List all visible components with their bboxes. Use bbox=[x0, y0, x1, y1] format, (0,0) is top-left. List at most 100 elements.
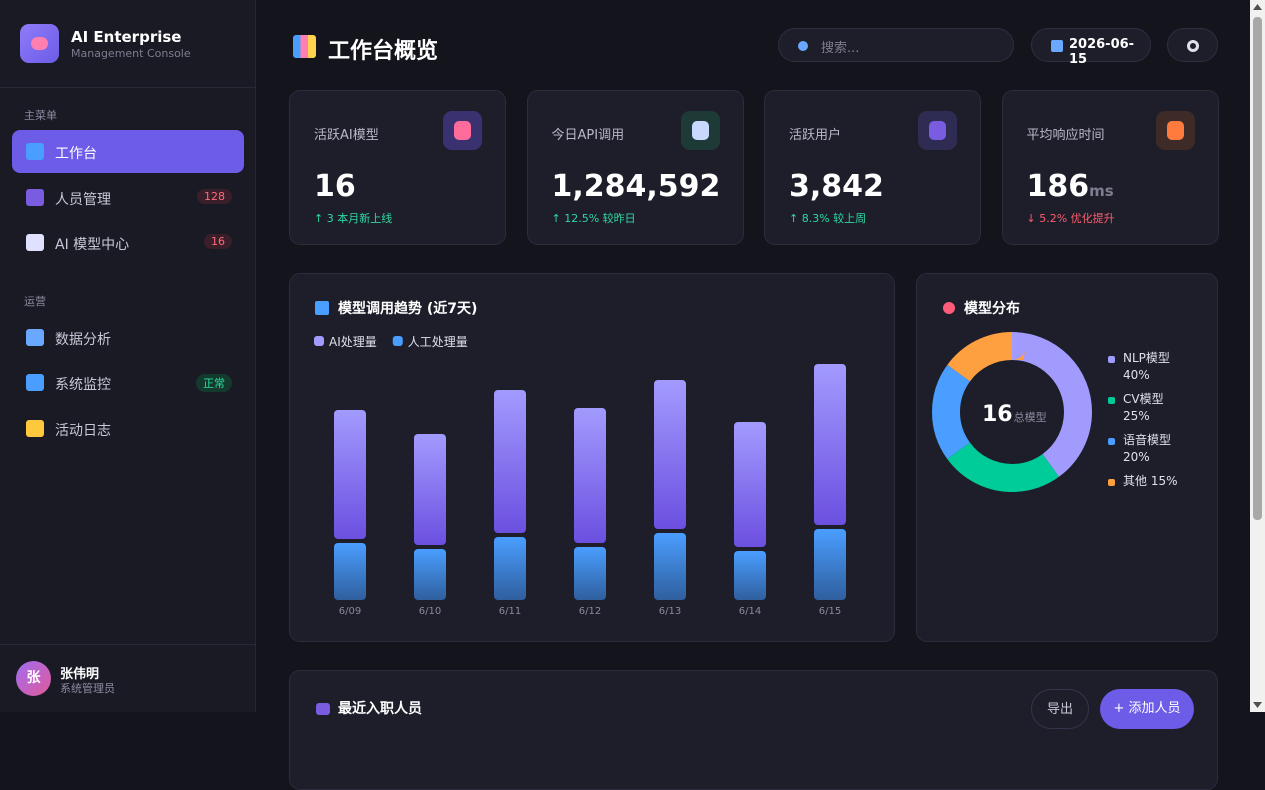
stat-glyph bbox=[929, 121, 946, 140]
bar bbox=[734, 422, 766, 547]
scroll-thumb[interactable] bbox=[1253, 17, 1262, 520]
nav-icon bbox=[26, 419, 44, 437]
donut-segment bbox=[932, 332, 1092, 492]
legend-label: 其他 bbox=[1123, 474, 1148, 488]
stat-label: 平均响应时间 bbox=[1026, 128, 1105, 143]
charts: 模型调用趋势 (近7天) 模型分布 AI处理量 人工处理量 6/09 6/10 6/11… bbox=[314, 300, 1092, 617]
x-tick-label: 6/11 bbox=[499, 606, 521, 617]
gear-icon bbox=[1187, 40, 1199, 52]
legend-swatch bbox=[314, 336, 324, 346]
donut-segment bbox=[932, 332, 1092, 492]
bar bbox=[574, 547, 606, 600]
stat-number: 16 bbox=[314, 169, 356, 204]
page-title: 工作台概览 bbox=[328, 39, 439, 64]
legend-swatch bbox=[1108, 397, 1115, 404]
legend-label: NLP模型 bbox=[1123, 351, 1170, 365]
legend-swatch bbox=[1108, 356, 1115, 363]
nav-item[interactable]: 人员管理 128 bbox=[12, 176, 244, 219]
stat-change: ↓ 5.2% 优化提升 bbox=[1026, 212, 1115, 225]
calendar-icon bbox=[1051, 40, 1063, 52]
stat-label: 活跃用户 bbox=[789, 128, 842, 143]
stat-icon bbox=[1155, 111, 1195, 150]
stat-value: 16 bbox=[314, 169, 356, 204]
nav-item[interactable]: 系统监控 正常 bbox=[12, 361, 244, 404]
nav-badge: 128 bbox=[197, 188, 232, 204]
bar bbox=[814, 529, 846, 600]
bar bbox=[414, 549, 446, 600]
stat-unit: ms bbox=[1089, 182, 1114, 200]
title-icon bbox=[293, 35, 316, 58]
legend-value: 15% bbox=[1150, 474, 1178, 488]
nav-icon bbox=[26, 328, 44, 346]
nav-item[interactable]: 活动日志 bbox=[12, 407, 244, 450]
scrollbar[interactable] bbox=[1250, 0, 1265, 712]
nav-label: 数据分析 bbox=[55, 331, 111, 348]
nav-icon bbox=[26, 188, 44, 206]
stat-change: ↑ 3 本月新上线 bbox=[314, 212, 393, 225]
stat-number: 3,842 bbox=[789, 169, 884, 204]
legend-item: 其他 15% bbox=[1108, 473, 1186, 490]
bar bbox=[334, 543, 366, 600]
date-picker[interactable]: 2026-06-15 bbox=[1031, 28, 1151, 67]
scroll-up[interactable] bbox=[1253, 4, 1262, 10]
divider bbox=[0, 87, 256, 88]
settings-button[interactable] bbox=[1167, 28, 1218, 62]
nav-item[interactable]: 数据分析 bbox=[12, 316, 244, 359]
donut-center-label: 总模型 bbox=[1014, 410, 1047, 424]
brand-subtitle: Management Console bbox=[71, 47, 191, 60]
x-tick-label: 6/13 bbox=[659, 606, 681, 617]
chart-title: 模型调用趋势 (近7天) bbox=[338, 300, 477, 317]
nav-icon bbox=[26, 143, 44, 160]
bar bbox=[814, 364, 846, 525]
bar bbox=[494, 390, 526, 533]
stat-number: 186 bbox=[1026, 169, 1090, 204]
bar bbox=[654, 380, 686, 529]
nav-label: 人员管理 bbox=[55, 191, 111, 208]
stat-glyph bbox=[1166, 121, 1184, 140]
avatar[interactable]: 张 bbox=[16, 661, 51, 696]
bar bbox=[654, 533, 686, 600]
bar bbox=[574, 408, 606, 543]
search-box[interactable]: 搜索... bbox=[778, 28, 1014, 62]
sidebar: AI Enterprise Management Console 主菜单工作台人… bbox=[0, 0, 256, 712]
legend-swatch bbox=[392, 336, 403, 346]
nav-item[interactable]: AI 模型中心 16 bbox=[12, 221, 244, 264]
bar bbox=[414, 434, 446, 545]
legend-item: NLP模型 40% bbox=[1108, 350, 1186, 384]
legend-label: 语音模型 bbox=[1123, 433, 1172, 447]
nav-icon bbox=[26, 374, 44, 391]
stat-label: 活跃AI模型 bbox=[314, 128, 379, 143]
nav-label: 工作台 bbox=[55, 146, 97, 162]
nav-badge: 正常 bbox=[196, 374, 232, 392]
x-tick-label: 6/14 bbox=[739, 606, 761, 617]
scroll-down[interactable] bbox=[1253, 702, 1262, 708]
bar bbox=[734, 551, 766, 600]
chart-icon bbox=[943, 302, 955, 314]
nav-label: 系统监控 bbox=[55, 377, 111, 393]
stat-change: ↑ 8.3% 较上周 bbox=[789, 212, 867, 225]
legend-swatch bbox=[1108, 438, 1115, 445]
stat-icon bbox=[443, 111, 482, 150]
chart-icon bbox=[315, 301, 329, 315]
nav-item[interactable]: 工作台 bbox=[12, 130, 244, 173]
x-tick-label: 6/10 bbox=[419, 606, 441, 617]
stat-card: 活跃AI模型 16 ↑ 3 本月新上线 bbox=[289, 90, 506, 245]
section-title: 主菜单 bbox=[24, 109, 57, 122]
donut-segment bbox=[932, 332, 1092, 492]
brand-title: AI Enterprise bbox=[71, 28, 182, 46]
stat-glyph bbox=[454, 121, 471, 140]
stat-card: 平均响应时间 186ms ↓ 5.2% 优化提升 bbox=[1001, 90, 1219, 245]
stat-change: ↑ 12.5% 较昨日 bbox=[551, 212, 636, 225]
stat-number: 1,284,592 bbox=[551, 169, 721, 204]
x-tick-label: 6/12 bbox=[579, 606, 601, 617]
stat-card: 今日API调用 1,284,592 ↑ 12.5% 较昨日 bbox=[526, 90, 744, 245]
legend-item: CV模型 25% bbox=[1108, 391, 1186, 425]
date: 2026-06-15 bbox=[1069, 37, 1135, 67]
search-placeholder: 搜索... bbox=[821, 41, 860, 56]
legend-swatch bbox=[1108, 479, 1115, 486]
stat-icon bbox=[680, 111, 720, 150]
user-name: 张伟明 bbox=[60, 667, 100, 682]
logo bbox=[20, 24, 59, 63]
